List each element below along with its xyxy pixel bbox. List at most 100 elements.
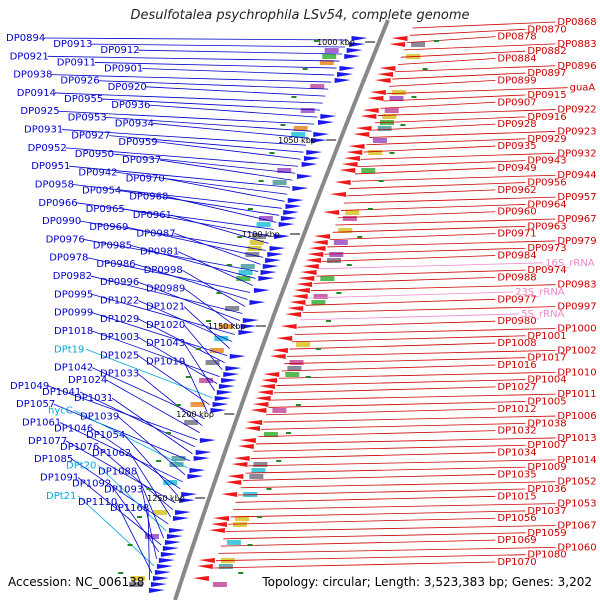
label-leader-line — [321, 255, 496, 262]
forward-strand-arrow — [292, 186, 309, 191]
forward-strand-arrow — [242, 318, 259, 323]
gene-label: DP1091 — [40, 472, 79, 483]
forward-strand-arrow — [249, 300, 266, 305]
gene-label: DP0964 — [527, 199, 566, 210]
label-leader-line — [54, 92, 323, 104]
label-leader-line — [412, 21, 556, 29]
reverse-strand-arrow — [250, 408, 267, 413]
gene-label: DP1029 — [100, 314, 139, 325]
minor-tick — [165, 432, 171, 434]
gene-label: DP0914 — [17, 88, 56, 99]
gene-label: DP0942 — [78, 167, 117, 178]
gene-label: DP0916 — [527, 112, 566, 123]
gene-label: DP0997 — [557, 302, 596, 313]
label-leader-line — [135, 471, 164, 539]
label-leader-line — [380, 101, 496, 109]
annotation-block — [249, 240, 264, 245]
gene-label: DP0978 — [49, 253, 88, 264]
minor-tick — [266, 488, 272, 490]
forward-strand-arrow — [162, 546, 179, 551]
label-leader-line — [284, 357, 526, 365]
annotation-block — [240, 264, 255, 269]
label-leader-line — [101, 98, 320, 111]
gene-label: DP0990 — [42, 216, 81, 227]
forward-strand-arrow — [210, 408, 227, 413]
gene-label: DP0922 — [557, 105, 596, 116]
gene-label: DP0925 — [20, 106, 59, 117]
label-leader-line — [392, 72, 526, 80]
reverse-strand-arrow — [389, 42, 406, 47]
annotation-block — [322, 54, 337, 59]
reverse-strand-arrow — [261, 378, 278, 383]
minor-tick — [247, 544, 253, 546]
reverse-strand-arrow — [237, 444, 254, 449]
annotation-block — [311, 300, 326, 305]
gene-label: DP1080 — [527, 550, 566, 561]
gene-label: DP0954 — [82, 186, 121, 197]
annotation-block — [329, 252, 344, 257]
label-leader-line — [305, 298, 496, 306]
label-leader-line — [123, 434, 179, 497]
forward-strand-arrow — [285, 204, 302, 209]
gene-label: DP0926 — [60, 76, 99, 87]
minor-tick — [378, 180, 384, 182]
label-leader-line — [220, 539, 496, 547]
ruler-label: 1000 kbp — [317, 38, 355, 47]
label-leader-line — [338, 211, 496, 219]
gene-label: DP0951 — [31, 161, 70, 172]
reverse-strand-arrow — [269, 354, 286, 359]
gene-label: DP0935 — [497, 141, 536, 152]
label-leader-line — [51, 74, 332, 83]
label-leader-line — [61, 129, 307, 146]
gene-label: DP0974 — [527, 265, 566, 276]
forward-strand-arrow — [175, 510, 192, 515]
label-leader-line — [47, 55, 340, 62]
label-leader-line — [129, 452, 172, 518]
label-leader-line — [183, 342, 215, 391]
label-leader-line — [105, 116, 312, 132]
minor-tick — [206, 320, 212, 322]
reverse-strand-arrow — [293, 288, 310, 293]
reverse-strand-arrow — [391, 36, 408, 41]
label-leader-line — [343, 196, 556, 204]
reverse-strand-arrow — [302, 264, 319, 269]
forward-strand-arrow — [152, 576, 169, 581]
minor-tick — [226, 264, 232, 266]
gene-label: DP1033 — [100, 369, 139, 380]
ruler-label: 1250 kbp — [147, 494, 185, 503]
label-leader-line — [152, 123, 309, 139]
gene-label: DP0870 — [527, 24, 566, 35]
label-leader-line — [130, 245, 256, 279]
gene-label: DP1021 — [146, 302, 185, 313]
minor-tick — [118, 572, 124, 574]
gene-label: DP1034 — [497, 448, 536, 459]
gene-label: DP0995 — [54, 289, 93, 300]
reverse-strand-arrow — [258, 384, 275, 389]
gene-label: DP1009 — [527, 462, 566, 473]
reverse-strand-arrow — [369, 90, 386, 95]
annotation-block — [324, 48, 339, 53]
label-leader-line — [300, 313, 520, 321]
annotation-block — [384, 108, 399, 113]
label-leader-line — [289, 342, 496, 350]
gene-label: DP0987 — [136, 228, 175, 239]
label-leader-line — [87, 257, 251, 293]
label-leader-line — [332, 225, 526, 233]
gene-label: DP1053 — [557, 499, 596, 510]
annotation-block — [313, 294, 328, 299]
minor-tick — [302, 68, 308, 70]
label-leader-line — [181, 269, 246, 307]
label-leader-line — [97, 446, 174, 511]
label-leader-line — [369, 131, 556, 138]
label-leader-line — [91, 330, 220, 378]
gene-label: DP0923 — [557, 126, 596, 137]
reverse-strand-arrow — [367, 96, 384, 101]
ruler-ticks: 1000 kbp 1050 kbp 1100 kbp 1150 kbp 1200 kbp… — [118, 38, 439, 574]
forward-strand-arrow — [351, 36, 368, 41]
accession-text: Accession: NC_006138 — [8, 575, 145, 589]
gene-label: DP1032 — [497, 426, 536, 437]
forward-strand-arrow — [296, 174, 313, 179]
reverse-strand-arrow — [227, 474, 244, 479]
gene-label: 16S_rRNA — [545, 258, 595, 269]
reverse-strand-arrow — [210, 522, 227, 527]
